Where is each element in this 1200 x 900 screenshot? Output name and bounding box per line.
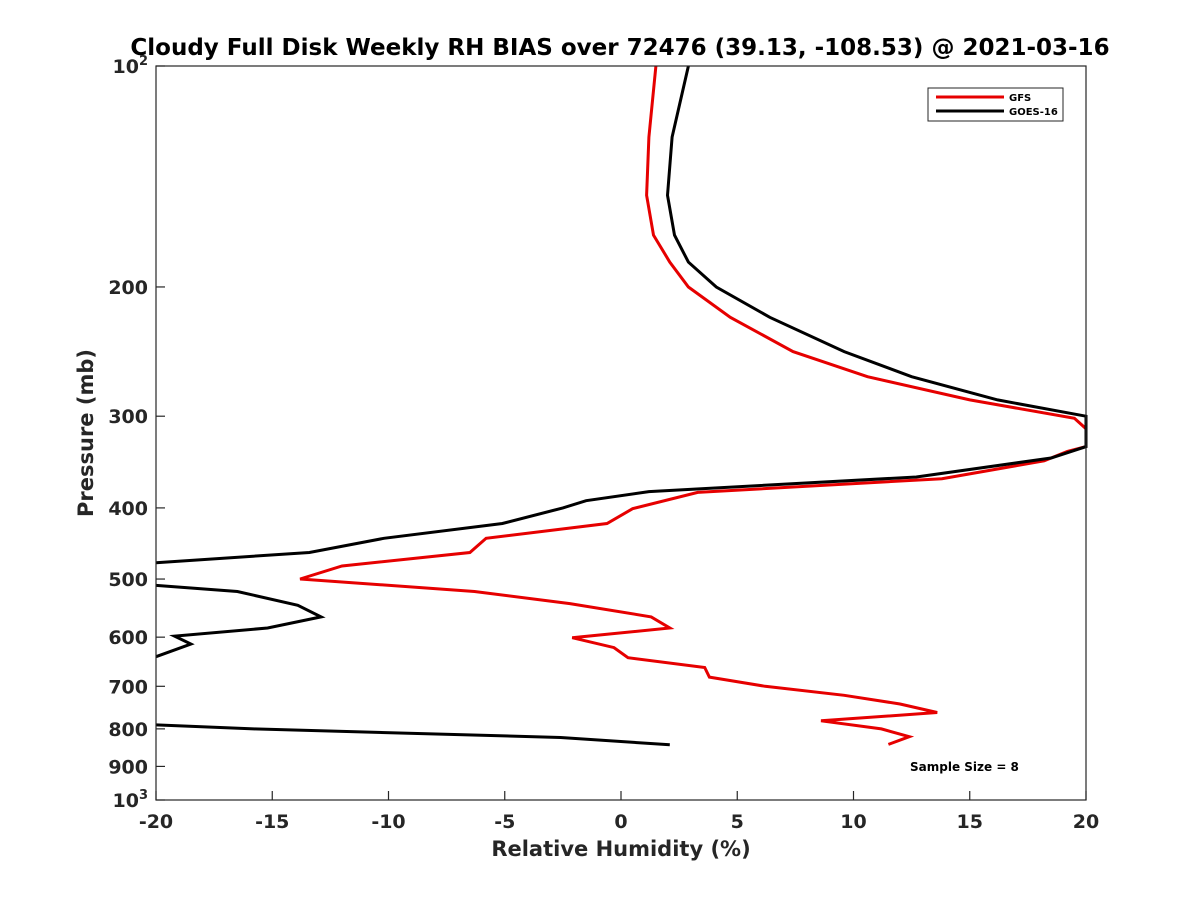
y-tick-label: 200 [108,277,148,299]
x-axis: -20 -15 -10 -5 0 5 10 15 20 [139,791,1099,833]
legend-box [927,87,1064,122]
y-tick-label: 900 [108,756,148,778]
series-line-gfs [299,65,1088,746]
x-tick-label: 5 [731,811,744,833]
plot-frame [155,65,1087,801]
y-tick-label: 500 [108,569,148,591]
chart-title: Cloudy Full Disk Weekly RH BIAS over 724… [130,35,1109,61]
legend: GFS GOES-16 [927,87,1064,122]
y-tick-label: 600 [108,627,148,649]
y-tick-label: 800 [108,719,148,741]
y-tick-label: 700 [108,676,148,698]
x-tick-label: 0 [614,811,627,833]
series-group [155,65,1088,747]
y-tick-label: 102 [113,54,149,78]
x-tick-label: 15 [957,811,983,833]
y-tick-label: 103 [113,788,149,812]
x-tick-label: 10 [840,811,866,833]
sample-size-annotation: Sample Size = 8 [910,760,1019,774]
x-tick-label: -5 [494,811,515,833]
x-tick-label: -15 [255,811,289,833]
legend-label-gfs: GFS [1009,93,1031,104]
legend-label-goes16: GOES-16 [1009,107,1058,118]
x-tick-label: -20 [139,811,173,833]
x-axis-label: Relative Humidity (%) [491,837,750,861]
x-tick-label: -10 [371,811,405,833]
y-tick-label: 400 [108,498,148,520]
series-line-goes16 [155,65,1088,747]
x-tick-label: 20 [1073,811,1099,833]
y-tick-label: 300 [108,406,148,428]
y-axis-label: Pressure (mb) [74,349,98,517]
y-axis: 102 200 300 400 500 600 700 800 900 103 [108,54,165,812]
